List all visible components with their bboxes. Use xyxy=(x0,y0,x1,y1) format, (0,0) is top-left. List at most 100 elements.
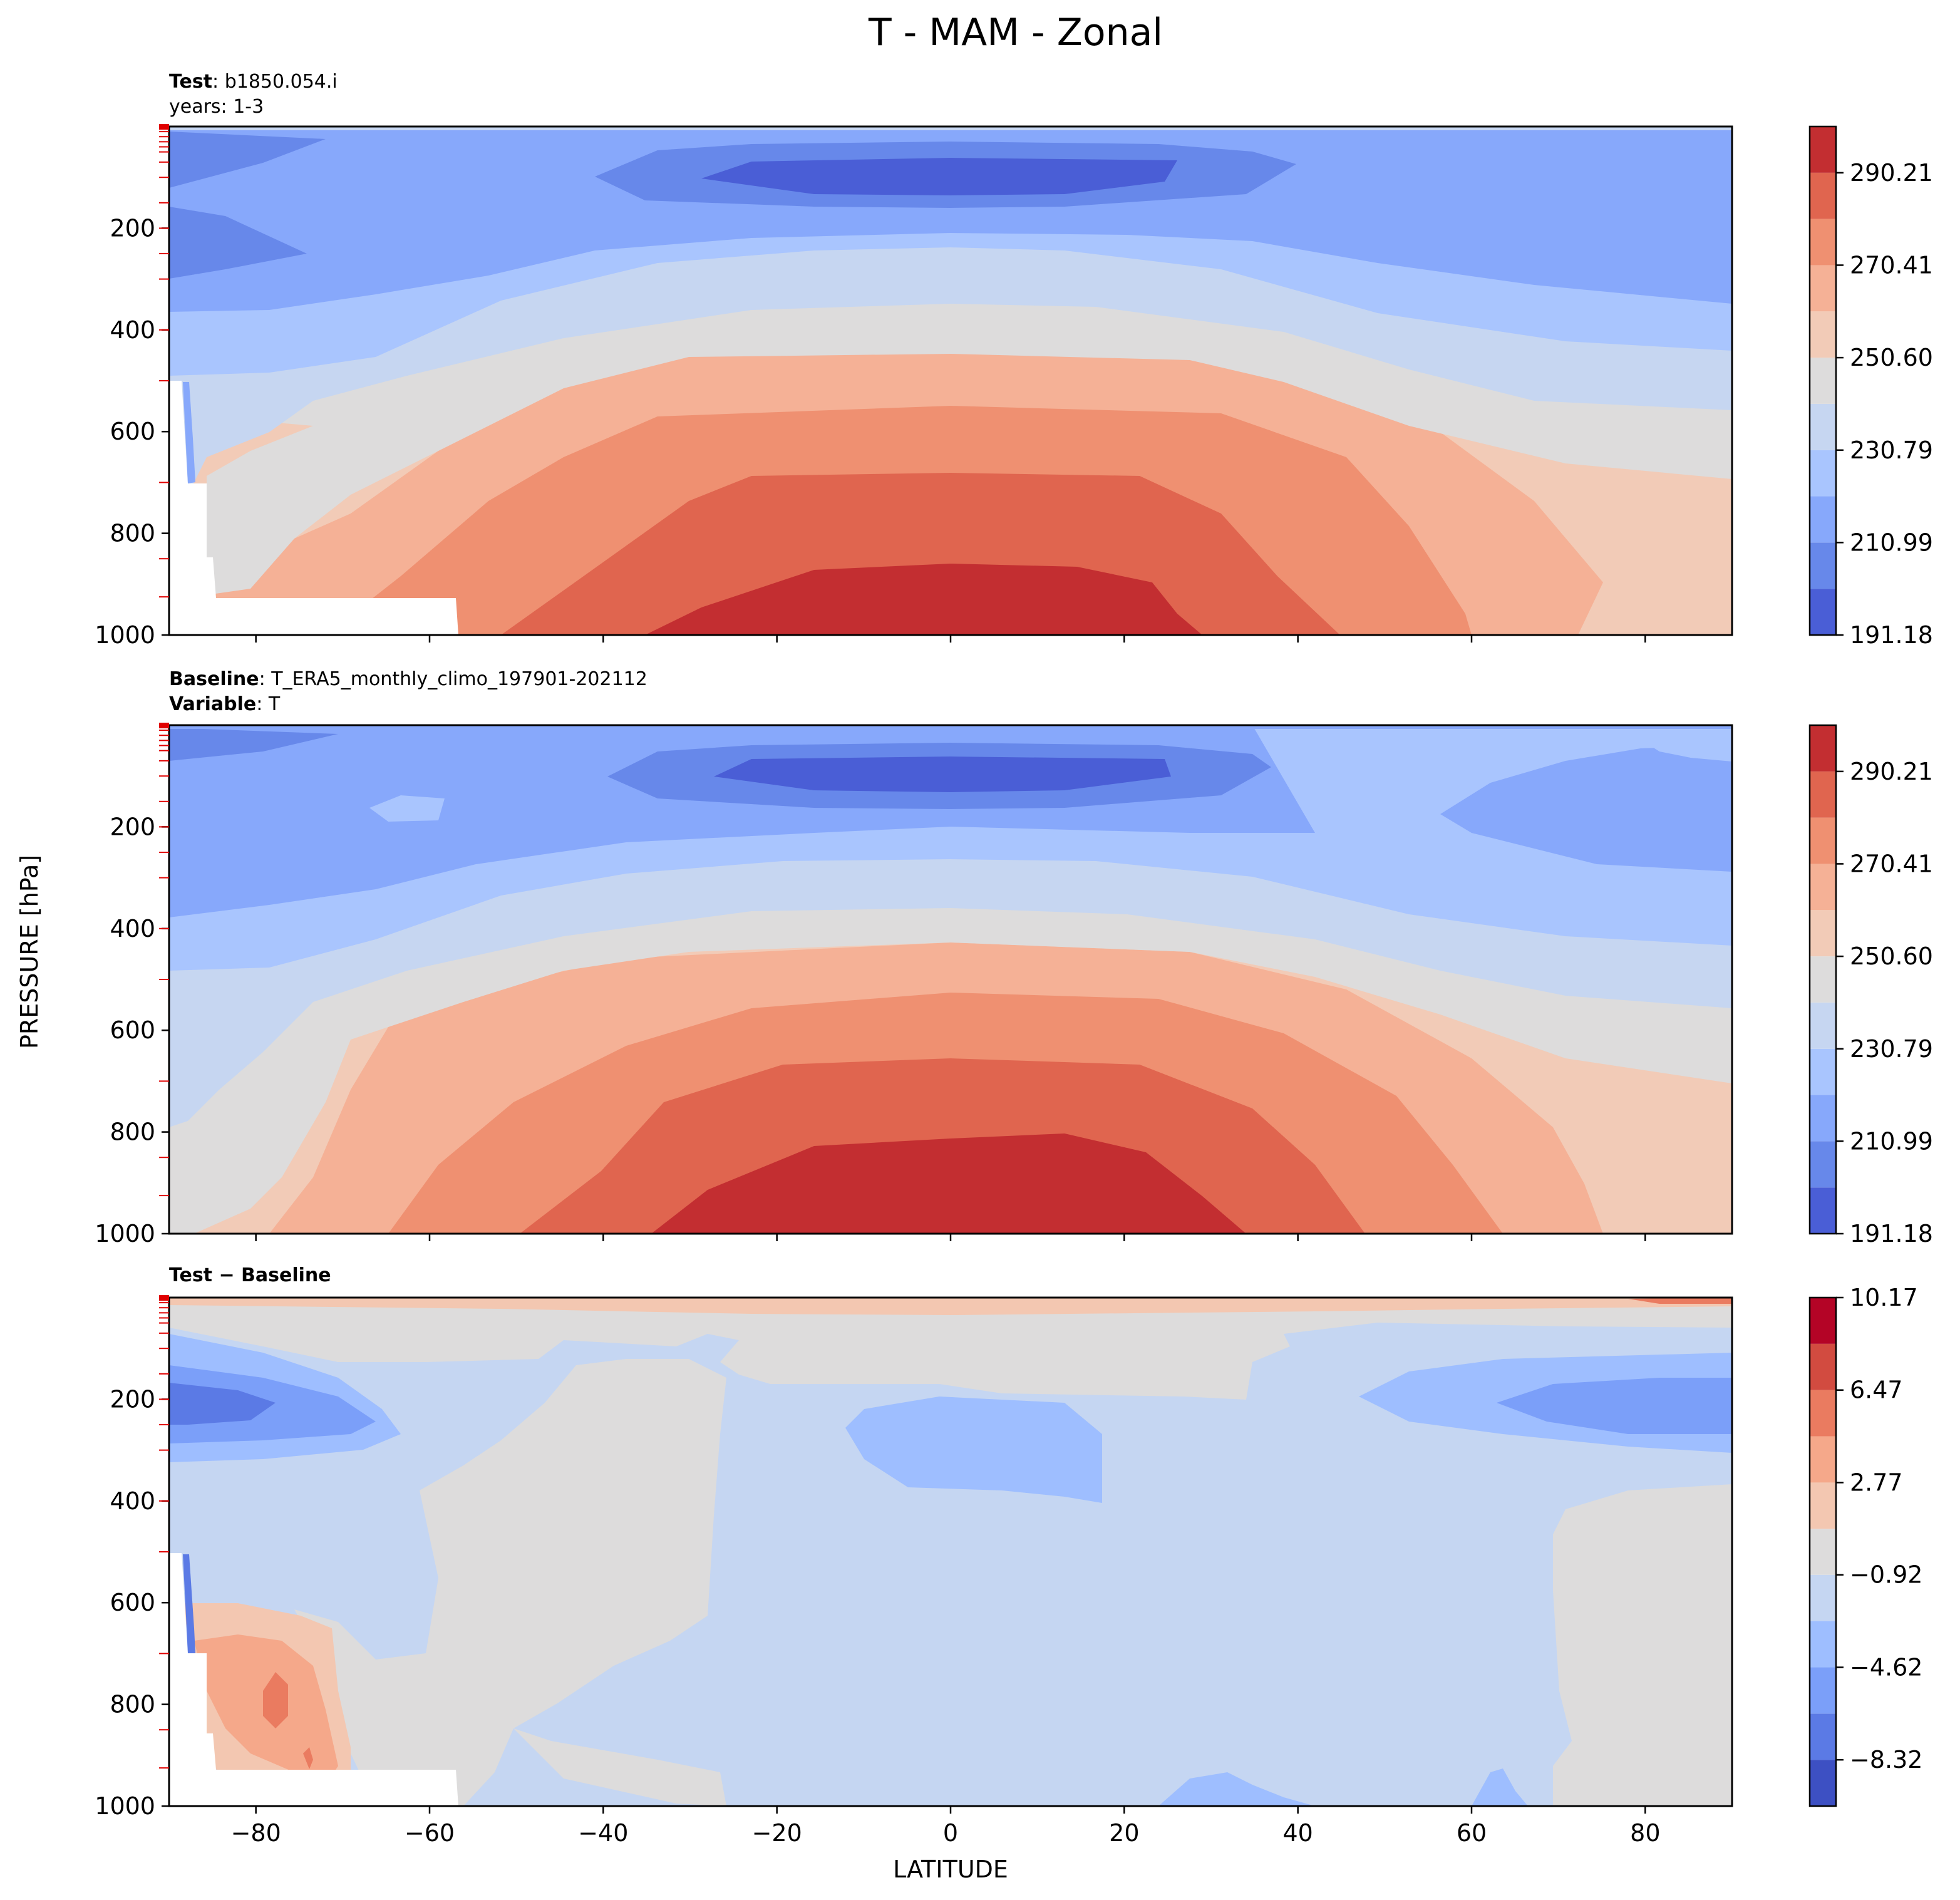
x-tick-label: 0 xyxy=(943,1819,958,1847)
diff-band-negative-upper-left-d xyxy=(169,1383,276,1425)
colorbar-segment xyxy=(1810,956,1836,1003)
baseline-band-l10 xyxy=(651,1133,1246,1234)
variable-label-bold: Variable xyxy=(169,693,256,715)
baseline-colorbar: 191.18 210.99 230.79 250.60 270.41 290.21 xyxy=(1808,724,1933,1247)
variable-label-sep: : xyxy=(256,693,269,715)
baseline-band-l3 xyxy=(169,725,1732,917)
baseline-band-l2-left xyxy=(169,728,338,761)
baseline-label-bold: Baseline xyxy=(169,668,259,690)
test-top-band-a xyxy=(169,126,1732,130)
colorbar-segment xyxy=(1810,1621,1836,1668)
colorbar-tick-label: −4.62 xyxy=(1850,1653,1922,1681)
colorbar-tick-label: 10.17 xyxy=(1850,1284,1918,1311)
diff-band-top-positive-right xyxy=(1628,1298,1732,1304)
diff-terrain-edge xyxy=(183,1554,195,1653)
colorbar-segment xyxy=(1810,1529,1836,1575)
x-tick-label: −20 xyxy=(752,1819,802,1847)
x-tick-label: 20 xyxy=(1109,1819,1139,1847)
colorbar-segment xyxy=(1810,126,1836,173)
x-tick-label: −60 xyxy=(405,1819,455,1847)
y-axis-label: PRESSURE [hPa] xyxy=(16,855,43,1049)
baseline-band-l4-right-upper xyxy=(1628,725,1732,762)
colorbar-segment xyxy=(1810,864,1836,911)
colorbar-tick-label: 230.79 xyxy=(1850,436,1933,464)
y-tick-label: 200 xyxy=(110,813,155,840)
diff-band-positive-4 xyxy=(303,1747,313,1769)
colorbar-segment xyxy=(1810,358,1836,404)
test-band-l3 xyxy=(169,126,1732,312)
colorbar-tick-label: 191.18 xyxy=(1850,1220,1933,1247)
colorbar-segment xyxy=(1810,817,1836,864)
test-label-sep: : xyxy=(212,71,225,93)
colorbar-segment xyxy=(1810,1390,1836,1437)
test-masked-terrain xyxy=(169,381,458,635)
colorbar-tick-label: −8.32 xyxy=(1850,1746,1922,1774)
colorbar-tick-label: −0.92 xyxy=(1850,1561,1922,1589)
baseline-band-l1 xyxy=(714,756,1171,792)
y-tick-label: 1000 xyxy=(95,1220,155,1247)
diff-colorbar: −8.32 −4.62 −0.92 2.77 6.47 10.17 xyxy=(1808,1284,1922,1807)
colorbar-segment xyxy=(1810,1713,1836,1760)
colorbar-tick-label: 290.21 xyxy=(1850,159,1933,187)
figure-title: T - MAM - Zonal xyxy=(868,11,1163,54)
y-tick-label: 800 xyxy=(110,520,155,547)
test-band-l2-left-a xyxy=(169,132,326,188)
diff-band-negative-center xyxy=(845,1397,1102,1503)
colorbar-segment xyxy=(1810,403,1836,450)
test-panel-title: Test: b1850.054.i xyxy=(169,71,338,93)
y-tick-label: 600 xyxy=(110,1589,155,1616)
test-colorbar: 191.18 210.99 230.79 250.60 270.41 290.21 xyxy=(1808,125,1933,649)
colorbar-segment xyxy=(1810,1667,1836,1714)
colorbar-tick-label: 250.60 xyxy=(1850,942,1933,970)
baseline-contour-plot xyxy=(169,725,1732,1234)
diff-band-neutral-right xyxy=(1553,1484,1732,1806)
colorbar-frame xyxy=(1808,724,1837,1235)
test-band-l1 xyxy=(701,158,1177,195)
colorbar-segment xyxy=(1810,1187,1836,1234)
baseline-label-sep: : xyxy=(259,668,272,690)
test-terrain-edge xyxy=(183,382,195,483)
x-tick-label: 40 xyxy=(1282,1819,1313,1847)
colorbar-segment xyxy=(1810,1298,1836,1344)
colorbar-tick-label: 6.47 xyxy=(1850,1376,1903,1404)
colorbar-segment xyxy=(1810,1760,1836,1806)
y-tick-label: 1000 xyxy=(95,621,155,649)
colorbar-segment xyxy=(1810,1095,1836,1142)
diff-contour-plot xyxy=(169,1298,1732,1806)
colorbar-segment xyxy=(1810,1343,1836,1390)
baseline-label-value: T_ERA5_monthly_climo_197901-202112 xyxy=(271,668,647,690)
colorbar-segment xyxy=(1810,542,1836,589)
test-band-l10 xyxy=(645,564,1202,635)
y-tick-label: 200 xyxy=(110,214,155,242)
diff-band-positive-3 xyxy=(263,1672,288,1728)
y-tick-label: 400 xyxy=(110,316,155,344)
baseline-panel-title: Baseline: T_ERA5_monthly_climo_197901-20… xyxy=(169,668,647,690)
y-tick-label: 600 xyxy=(110,418,155,445)
diff-band-top-positive xyxy=(169,1298,1732,1315)
colorbar-segment xyxy=(1810,1436,1836,1483)
colorbar-segment xyxy=(1810,589,1836,635)
y-tick-label: 800 xyxy=(110,1118,155,1146)
colorbar-tick-label: 290.21 xyxy=(1850,758,1933,785)
diff-band-neutral-top xyxy=(169,1298,1732,1400)
colorbar-tick-label: 230.79 xyxy=(1850,1035,1933,1063)
y-tick-label: 800 xyxy=(110,1691,155,1718)
colorbar-segment xyxy=(1810,450,1836,497)
colorbar-frame xyxy=(1808,125,1837,636)
test-years: years: 1-3 xyxy=(169,96,264,118)
colorbar-segment xyxy=(1810,1574,1836,1621)
x-tick-label: 80 xyxy=(1630,1819,1660,1847)
colorbar-segment xyxy=(1810,172,1836,219)
colorbar-segment xyxy=(1810,910,1836,957)
colorbar-tick-label: 270.41 xyxy=(1850,850,1933,877)
x-tick-label: 60 xyxy=(1457,1819,1487,1847)
level-tick-top xyxy=(159,723,169,728)
y-tick-label: 600 xyxy=(110,1016,155,1044)
y-tick-label: 400 xyxy=(110,915,155,942)
test-label-value: b1850.054.i xyxy=(225,71,338,93)
colorbar-tick-label: 210.99 xyxy=(1850,1127,1933,1155)
baseline-axis-ticks: 200 400 600 800 1000 xyxy=(95,723,1646,1247)
test-band-l2-left-b xyxy=(169,207,307,279)
x-tick-label: −80 xyxy=(231,1819,281,1847)
